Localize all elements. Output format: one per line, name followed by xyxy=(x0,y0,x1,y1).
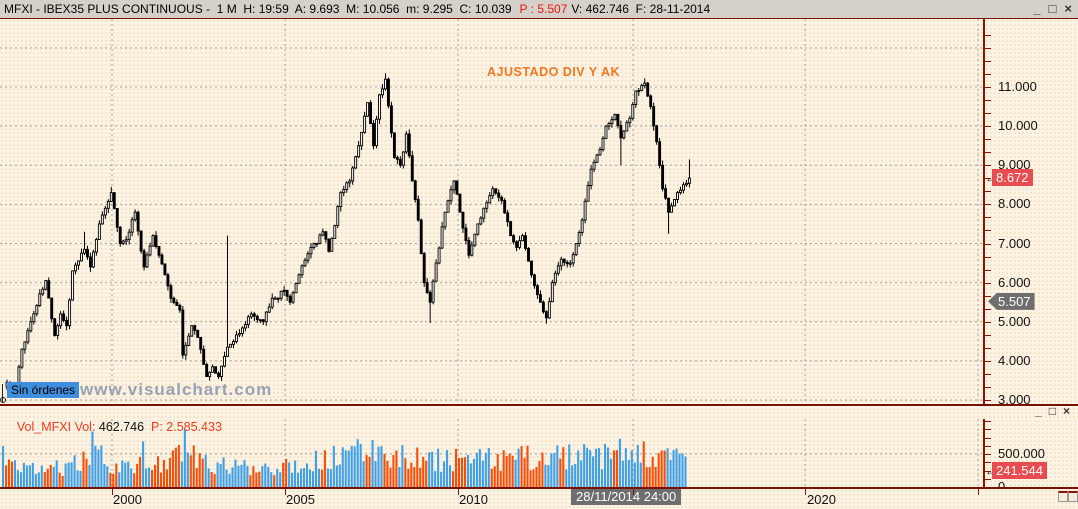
price-axis-tick xyxy=(985,47,991,49)
price-axis-tick xyxy=(985,308,991,310)
cursor-price-tag: 5.507 xyxy=(988,292,1035,310)
date-axis[interactable]: 28/11/2014 24:00 2000 2005 2010 2020 xyxy=(0,488,1078,509)
price-axis-tick xyxy=(985,269,991,271)
year-label: 2005 xyxy=(286,492,315,507)
price-axis-label: 6.000 xyxy=(998,274,1031,290)
visualchart-watermark: www.visualchart.com xyxy=(80,380,273,399)
price-axis[interactable]: ← 8.672 5.507 11.000 10.000 9.000 8.000 7.00… xyxy=(983,19,1078,407)
price-axis-label: 3.000 xyxy=(998,392,1031,407)
volume-p-value: P: 2.585.433 xyxy=(144,420,222,434)
price-axis-label: 8.000 xyxy=(998,196,1031,212)
volume-axis-label: 0 xyxy=(998,479,1005,494)
price-axis-tick xyxy=(985,60,991,62)
volume-axis-label: 500.000 xyxy=(998,446,1045,461)
price-axis-tick xyxy=(985,87,991,88)
date-axis-tick xyxy=(805,488,806,495)
date-axis-tick xyxy=(285,488,286,495)
price-axis-tick xyxy=(985,139,991,141)
price-axis-label: 10.000 xyxy=(998,118,1038,134)
volume-value-tag: 241.544 xyxy=(992,462,1047,480)
window-title-volume-date: V: 462.746 F: 28-11-2014 xyxy=(571,2,711,16)
volume-minimize-icon[interactable]: _ xyxy=(1035,404,1042,418)
volume-chart-svg[interactable] xyxy=(0,419,983,487)
year-label: 2010 xyxy=(459,492,488,507)
volume-axis-tick xyxy=(985,421,991,422)
price-axis-label: 4.000 xyxy=(998,352,1031,368)
volume-axis[interactable]: ← 241.544 500.0000 xyxy=(983,419,1078,494)
minimize-icon[interactable]: _ xyxy=(1033,1,1041,16)
price-axis-tick xyxy=(985,126,991,128)
price-axis-label: 9.000 xyxy=(998,157,1031,173)
price-axis-tick xyxy=(985,34,991,36)
volume-bottom-line xyxy=(0,487,1078,489)
price-axis-tick xyxy=(985,113,991,115)
window-titlebar: MFXI - IBEX35 PLUS CONTINUOUS - 1 M H: 1… xyxy=(0,0,1078,18)
window-title-stats: MFXI - IBEX35 PLUS CONTINUOUS - 1 M H: 1… xyxy=(4,2,512,16)
volume-axis-tick xyxy=(985,478,991,480)
adjusted-annotation: AJUSTADO DIV Y AK xyxy=(487,65,621,79)
maximize-icon[interactable]: □ xyxy=(1048,1,1057,16)
price-axis-tick xyxy=(985,100,991,102)
volume-axis-tick xyxy=(985,470,991,472)
volume-axis-tick xyxy=(985,462,991,464)
price-axis-tick xyxy=(985,295,991,297)
price-axis-tick xyxy=(985,204,991,206)
price-axis-tick xyxy=(985,152,991,154)
volume-axis-tick xyxy=(985,429,991,431)
cursor-anchor-marker xyxy=(0,384,6,403)
price-axis-tick xyxy=(985,217,991,219)
price-axis-tick xyxy=(985,386,991,388)
price-axis-tick xyxy=(985,347,991,349)
panel-divider xyxy=(0,404,1078,406)
axis-page-button[interactable] xyxy=(1058,491,1068,502)
date-axis-tick xyxy=(458,488,459,495)
price-axis-label: 11.000 xyxy=(998,79,1037,94)
volume-close-icon[interactable]: × xyxy=(1062,404,1070,418)
price-chart-svg[interactable] xyxy=(0,19,983,404)
orders-status-chip[interactable]: Sin órdenes xyxy=(7,382,80,398)
volume-axis-tick xyxy=(985,437,991,439)
price-axis-tick xyxy=(985,230,991,232)
price-axis-tick xyxy=(985,373,991,375)
volume-axis-tick xyxy=(985,445,991,447)
volume-panel-header: Vol_MFXI Vol: 462.746 P: 2.585.433 xyxy=(3,406,222,448)
volume-indicator-label: Vol_MFXI Vol: xyxy=(16,420,99,434)
price-axis-tick xyxy=(985,334,991,336)
volume-value: 462.746 xyxy=(98,420,145,434)
price-axis-label: 5.000 xyxy=(998,313,1031,329)
price-axis-tick xyxy=(985,282,991,284)
chart-background xyxy=(0,19,1078,509)
last-price-tag: 8.672 xyxy=(992,169,1033,187)
axis-page-button[interactable] xyxy=(1068,491,1078,502)
date-axis-tick xyxy=(633,488,634,495)
price-axis-tick xyxy=(985,321,991,323)
price-axis-tick xyxy=(985,400,991,401)
volume-axis-tick xyxy=(985,454,991,455)
price-axis-tick xyxy=(985,256,991,258)
volume-maximize-icon[interactable]: □ xyxy=(1048,404,1056,418)
price-axis-tick xyxy=(985,165,991,167)
date-axis-tick xyxy=(112,488,113,495)
window-controls: _ □ × xyxy=(1033,0,1072,18)
date-axis-tick xyxy=(978,488,979,495)
price-axis-tick xyxy=(985,191,991,193)
window-title-position: P : 5.507 xyxy=(519,2,568,16)
close-icon[interactable]: × xyxy=(1064,1,1072,16)
volume-panel-controls: _ □ × xyxy=(1035,404,1070,418)
price-axis-label: 7.000 xyxy=(998,235,1031,251)
price-axis-tick xyxy=(985,243,991,245)
date-cursor-tag: 28/11/2014 24:00 xyxy=(571,489,682,505)
year-label: 2000 xyxy=(113,492,142,507)
price-axis-tick xyxy=(985,360,991,362)
price-axis-tick xyxy=(985,178,991,180)
price-axis-tick xyxy=(985,73,991,75)
year-label: 2020 xyxy=(807,492,836,507)
